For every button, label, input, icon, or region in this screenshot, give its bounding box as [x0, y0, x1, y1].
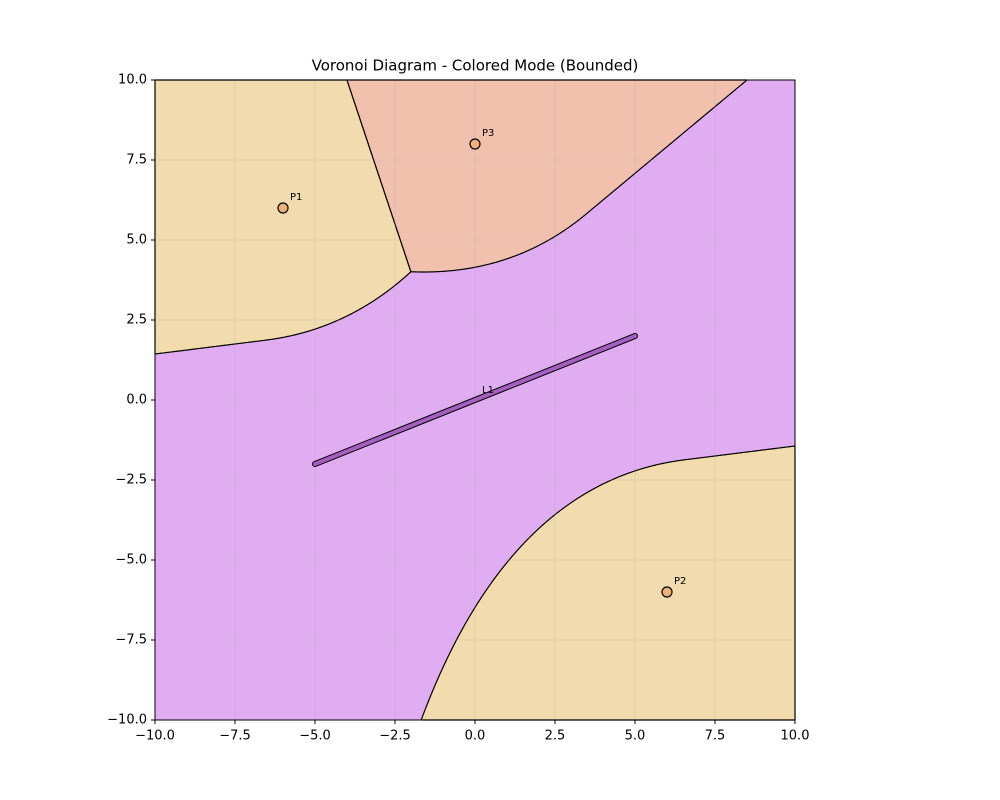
- x-tick-label: 7.5: [705, 729, 726, 744]
- segment: [313, 334, 637, 466]
- x-tick-label: −7.5: [219, 729, 251, 744]
- y-tick-label: −2.5: [115, 473, 147, 488]
- segment-label: L1: [482, 385, 494, 396]
- site-label: P1: [290, 192, 302, 203]
- x-tick-label: −5.0: [299, 729, 331, 744]
- y-tick-label: 5.0: [126, 233, 147, 248]
- site: [469, 138, 481, 150]
- chart-title: Voronoi Diagram - Colored Mode (Bounded): [312, 57, 639, 75]
- x-tick-label: 10.0: [781, 729, 810, 744]
- x-tick-label: −10.0: [135, 729, 175, 744]
- y-tick-label: −5.0: [115, 553, 147, 568]
- x-tick-label: 5.0: [625, 729, 646, 744]
- y-tick-label: 10.0: [118, 73, 147, 88]
- x-tick-label: 0.0: [465, 729, 486, 744]
- site-label: P3: [482, 128, 494, 139]
- y-tick-label: 7.5: [126, 153, 147, 168]
- y-tick-label: −7.5: [115, 633, 147, 648]
- y-tick-label: 2.5: [126, 313, 147, 328]
- x-tick-label: −2.5: [379, 729, 411, 744]
- y-tick-label: 0.0: [126, 393, 147, 408]
- site: [277, 202, 289, 214]
- x-tick-label: 2.5: [545, 729, 566, 744]
- site-label: P2: [674, 576, 686, 587]
- y-tick-label: −10.0: [107, 713, 147, 728]
- site: [661, 586, 673, 598]
